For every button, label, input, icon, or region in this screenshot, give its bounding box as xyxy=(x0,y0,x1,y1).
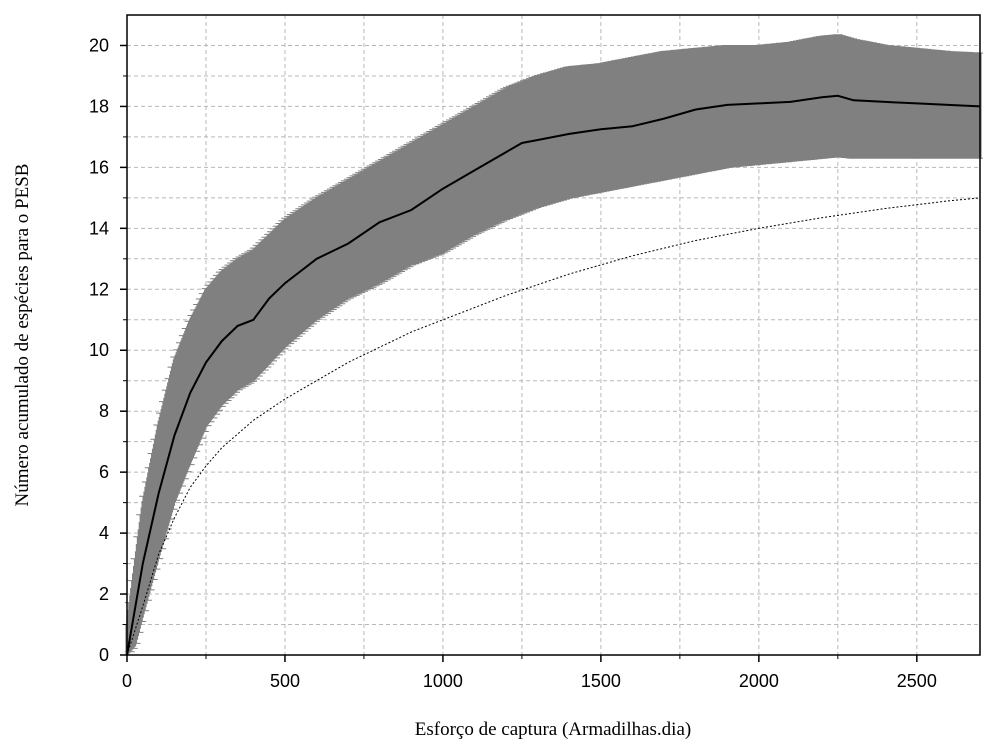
x-tick-label: 0 xyxy=(122,671,132,691)
y-tick-label: 6 xyxy=(99,462,109,482)
y-tick-label: 2 xyxy=(99,584,109,604)
rarefaction-dotted-line xyxy=(126,197,981,656)
x-tick-label: 500 xyxy=(270,671,300,691)
y-tick-label: 0 xyxy=(99,645,109,665)
mean-accumulation-line xyxy=(126,94,981,656)
plot-frame xyxy=(126,14,981,656)
axis-ticks: 0 500 1000 1500 2000 2500 0 2 4 6 8 10 12 14 16 18 20 xyxy=(89,35,937,691)
confidence-band-bars xyxy=(125,34,982,655)
y-tick-label: 20 xyxy=(89,35,109,55)
y-tick-label: 8 xyxy=(99,401,109,421)
x-tick-label: 2500 xyxy=(897,671,937,691)
y-tick-label: 12 xyxy=(89,279,109,299)
x-axis-title: Esforço de captura (Armadilhas.dia) xyxy=(415,719,691,740)
y-tick-label: 16 xyxy=(89,157,109,177)
y-tick-label: 14 xyxy=(89,218,109,238)
x-tick-label: 2000 xyxy=(739,671,779,691)
x-tick-label: 1000 xyxy=(423,671,463,691)
y-tick-label: 18 xyxy=(89,96,109,116)
series-lines xyxy=(126,94,981,656)
y-tick-label: 4 xyxy=(99,523,109,543)
x-tick-label: 1500 xyxy=(581,671,621,691)
y-tick-label: 10 xyxy=(89,340,109,360)
confidence-band xyxy=(122,34,983,656)
y-axis-title: Número acumulado de espécies para o PESB xyxy=(12,164,33,507)
